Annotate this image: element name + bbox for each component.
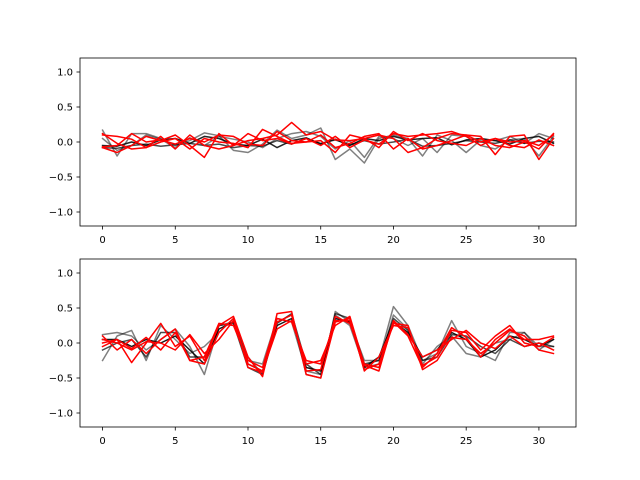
x-tick-label: 25 (460, 235, 473, 246)
y-tick-label: −0.5 (49, 374, 73, 385)
x-tick-label: 5 (172, 235, 178, 246)
y-tick-label: 0.5 (57, 304, 73, 315)
series-line-5 (101, 310, 555, 379)
y-tick-label: −0.5 (49, 173, 73, 184)
y-tick-label: −1.0 (49, 409, 73, 420)
y-tick-label: 1.0 (57, 68, 73, 79)
series-group (101, 121, 555, 164)
series-line-7 (101, 128, 555, 154)
x-tick-label: 20 (387, 436, 400, 447)
x-tick-label: 15 (314, 235, 327, 246)
x-tick-label: 10 (242, 235, 255, 246)
x-tick-label: 10 (242, 436, 255, 447)
y-tick-label: 0.0 (57, 138, 73, 149)
series-line-8 (101, 315, 555, 372)
chart-panels: 0 5 10 15 20 25 30 −1.0 −0.5 0.0 0.5 1.0 0 5 10 15 20 25 3… (49, 57, 577, 447)
x-tick-label: 5 (172, 436, 178, 447)
y-tick-label: −1.0 (49, 208, 73, 219)
series-line-6 (101, 121, 555, 161)
y-tick-label: 0.0 (57, 339, 73, 350)
chart-panel-2: 0 5 10 15 20 25 30 −1.0 −0.5 0.0 0.5 1.0 (49, 258, 577, 447)
x-tick-label: 20 (387, 235, 400, 246)
x-tick-label: 30 (533, 235, 546, 246)
x-tick-label: 0 (99, 235, 105, 246)
y-tick-label: 1.0 (57, 269, 73, 280)
chart-panel-1: 0 5 10 15 20 25 30 −1.0 −0.5 0.0 0.5 1.0 (49, 57, 577, 246)
y-tick-label: 0.5 (57, 103, 73, 114)
series-line-8 (101, 130, 555, 150)
x-tick-label: 0 (99, 436, 105, 447)
series-group (101, 305, 555, 379)
x-tick-label: 25 (460, 436, 473, 447)
x-tick-label: 30 (533, 436, 546, 447)
x-tick-label: 15 (314, 436, 327, 447)
